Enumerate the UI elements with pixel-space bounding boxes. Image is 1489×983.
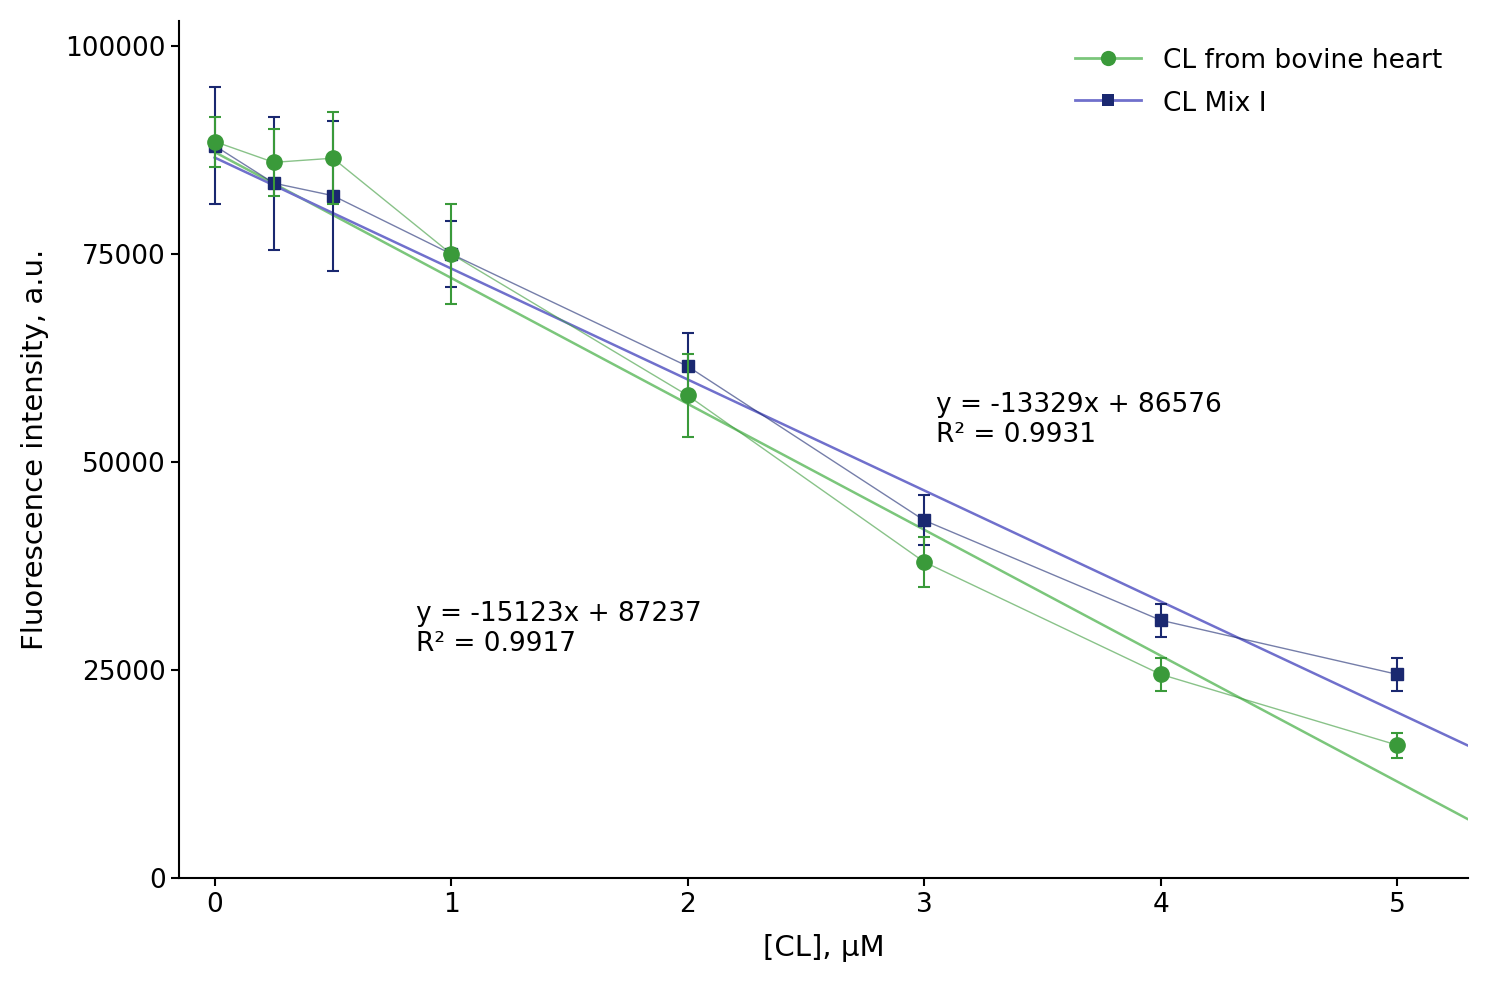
Text: y = -13329x + 86576
R² = 0.9931: y = -13329x + 86576 R² = 0.9931	[937, 392, 1222, 448]
X-axis label: [CL], μM: [CL], μM	[762, 934, 884, 962]
Y-axis label: Fluorescence intensity, a.u.: Fluorescence intensity, a.u.	[21, 249, 49, 650]
Legend: CL from bovine heart, CL Mix I: CL from bovine heart, CL Mix I	[1062, 34, 1455, 130]
Text: y = -15123x + 87237
R² = 0.9917: y = -15123x + 87237 R² = 0.9917	[415, 601, 701, 657]
